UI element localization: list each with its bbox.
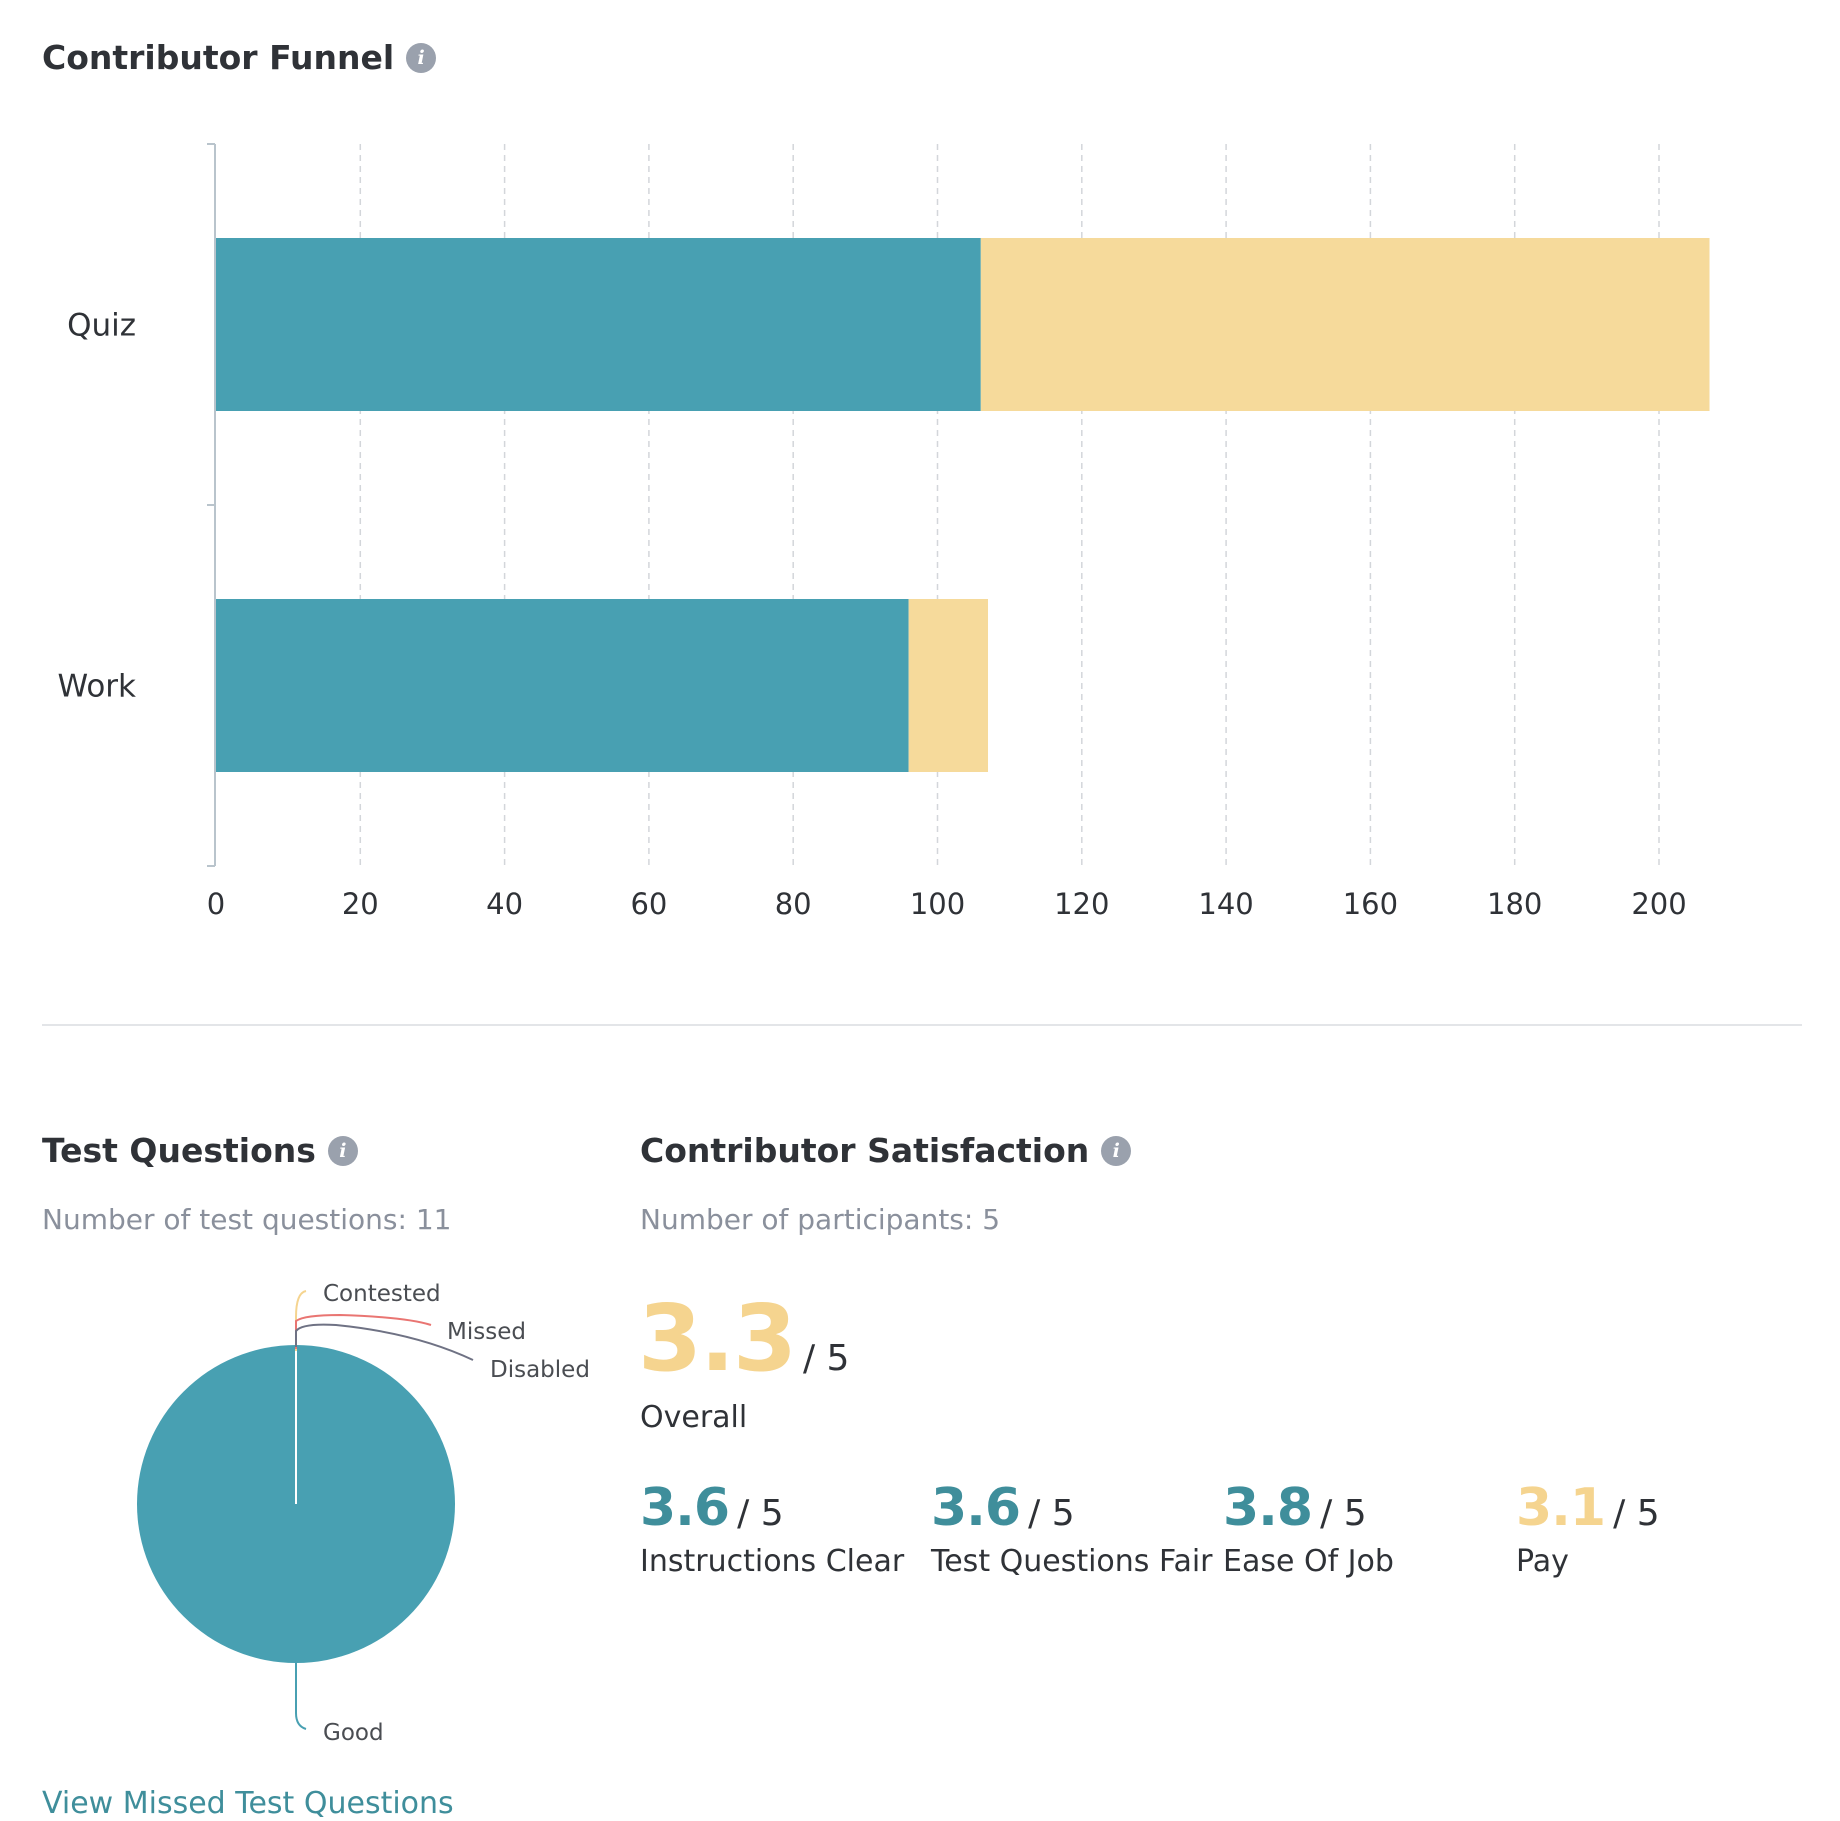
category-label: Quiz (67, 308, 136, 344)
metric-label: Instructions Clear (640, 1544, 905, 1579)
metric-value: 3.8 (1223, 1478, 1313, 1538)
bar-segment-work[interactable] (216, 599, 909, 772)
x-tick-label: 20 (342, 887, 379, 921)
metric-label: Pay (1516, 1544, 1569, 1579)
metric-label: Ease Of Job (1223, 1544, 1394, 1579)
contributor-satisfaction-title: Contributor Satisfaction (640, 1131, 1090, 1170)
contributor-funnel-chart: 0 20 40 60 80 100 120 140 160 180 200 Quiz Work (58, 143, 1710, 921)
x-tick-label: 120 (1054, 887, 1109, 921)
callout-line-contested (295, 1290, 307, 1351)
info-icon[interactable]: i (1101, 1135, 1132, 1166)
metric-denominator: / 5 (1613, 1493, 1660, 1534)
x-tick-label: 40 (486, 887, 523, 921)
metric-ease-of-job: 3.8 / 5 Ease Of Job (1223, 1478, 1513, 1579)
contributor-funnel-title: Contributor Funnel (42, 38, 395, 77)
callout-line-disabled (295, 1323, 474, 1361)
metric-test-questions-fair: 3.6 / 5 Test Questions Fair (931, 1478, 1221, 1579)
category-label: Work (58, 669, 137, 705)
info-icon[interactable]: i (406, 42, 437, 73)
callout-label-disabled: Disabled (490, 1357, 590, 1383)
metric-denominator: / 5 (1028, 1493, 1075, 1534)
callout-label-contested: Contested (323, 1281, 441, 1307)
test-questions-title: Test Questions (42, 1131, 316, 1170)
overall-score-denominator: / 5 (802, 1338, 850, 1379)
test-questions-count: Number of test questions: 11 (42, 1203, 452, 1236)
callout-line-good (295, 1663, 307, 1730)
metric-value: 3.1 (1516, 1478, 1606, 1538)
x-tick-label: 160 (1343, 887, 1398, 921)
x-tick-label: 180 (1487, 887, 1542, 921)
callout-label-missed: Missed (447, 1319, 526, 1345)
overall-score-value: 3.3 (638, 1285, 797, 1392)
metric-value: 3.6 (931, 1478, 1021, 1538)
callout-line-missed (295, 1313, 432, 1349)
section-divider (42, 1024, 1802, 1026)
x-tick-label: 200 (1631, 887, 1686, 921)
callout-label-good: Good (323, 1720, 384, 1746)
metric-instructions-clear: 3.6 / 5 Instructions Clear (640, 1478, 930, 1579)
x-tick-label: 80 (775, 887, 812, 921)
metric-pay: 3.1 / 5 Pay (1516, 1478, 1806, 1579)
metric-denominator: / 5 (737, 1493, 784, 1534)
test-questions-heading: Test Questions i (42, 1131, 358, 1170)
metric-label: Test Questions Fair (931, 1544, 1213, 1579)
overall-score: 3.3 / 5 (638, 1285, 849, 1392)
contributor-satisfaction-heading: Contributor Satisfaction i (640, 1131, 1132, 1170)
metric-value: 3.6 (640, 1478, 730, 1538)
x-tick-label: 100 (910, 887, 965, 921)
info-icon[interactable]: i (327, 1135, 358, 1166)
participants-count: Number of participants: 5 (640, 1203, 1001, 1236)
overall-score-label: Overall (640, 1400, 748, 1435)
bar-segment-quiz[interactable] (216, 238, 981, 411)
x-tick-label: 0 (207, 887, 225, 921)
view-missed-test-questions-link[interactable]: View Missed Test Questions (42, 1786, 454, 1821)
metric-denominator: / 5 (1320, 1493, 1367, 1534)
x-tick-label: 140 (1198, 887, 1253, 921)
bar-segment-quiz[interactable] (980, 238, 1710, 411)
x-tick-label: 60 (630, 887, 667, 921)
bar-segment-work[interactable] (908, 599, 989, 772)
contributor-funnel-heading: Contributor Funnel i (42, 38, 437, 77)
